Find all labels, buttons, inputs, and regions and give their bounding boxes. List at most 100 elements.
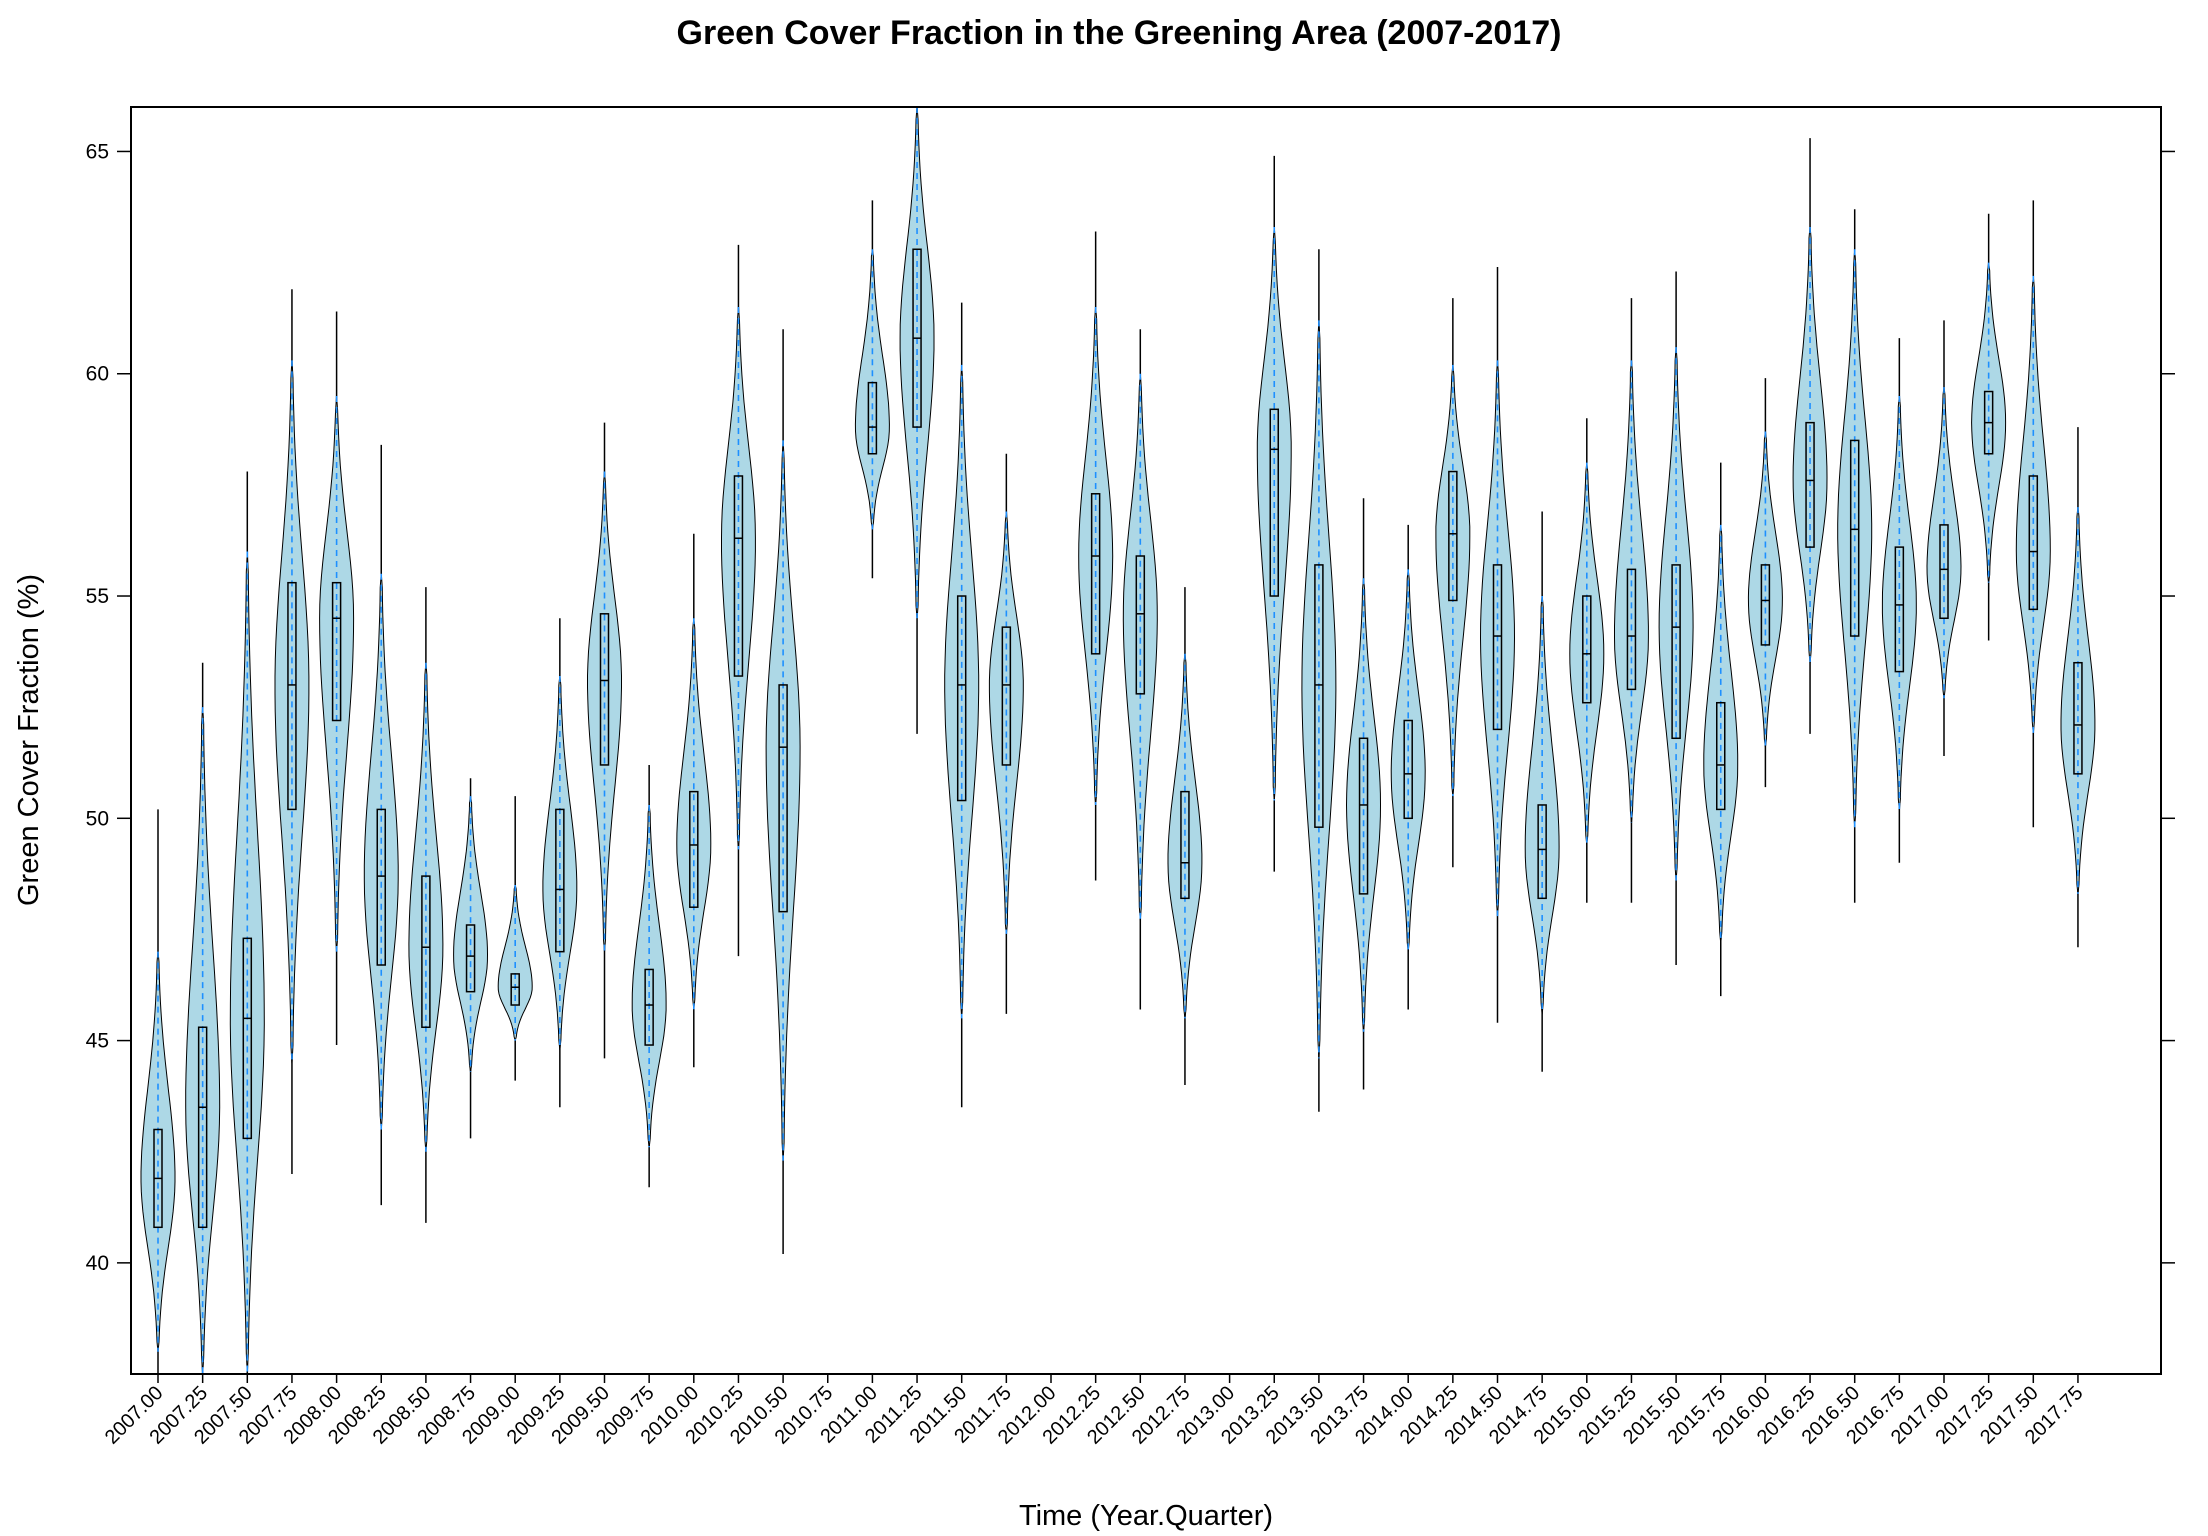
violin-2016.25 <box>1792 138 1828 734</box>
violin-body <box>854 249 890 530</box>
violin-body <box>1792 226 1828 664</box>
violin-2008.25 <box>363 444 399 1206</box>
violin-2008.75 <box>453 778 489 1139</box>
violin-box <box>1492 564 1503 731</box>
violin-2015.25 <box>1614 298 1649 903</box>
violin-body <box>2060 506 2096 895</box>
violin-box <box>1939 524 1949 619</box>
violin-2010.25 <box>721 244 756 957</box>
violin-box <box>867 381 878 455</box>
violin-2011.75 <box>988 453 1024 1014</box>
violins-group <box>140 106 2096 1375</box>
violin-box <box>1849 439 1860 637</box>
violin-2009.00 <box>497 796 533 1081</box>
y-tick-label: 40 <box>86 1252 109 1275</box>
violin-2015.50 <box>1658 271 1694 966</box>
y-tick-label: 45 <box>86 1030 109 1053</box>
y-axis-label: Green Cover Fraction (%) <box>13 574 45 906</box>
violin-box <box>1090 493 1101 655</box>
violin-2016.75 <box>1881 338 1917 863</box>
violin-body <box>2015 275 2051 734</box>
violin-box <box>956 595 967 802</box>
violin-2014.75 <box>1524 511 1560 1072</box>
violin-2014.25 <box>1435 298 1471 868</box>
y-tick-label: 60 <box>86 363 109 386</box>
violin-box <box>1448 470 1458 602</box>
violin-2012.50 <box>1122 329 1158 1010</box>
violin-box <box>1805 421 1815 548</box>
violin-box <box>510 973 520 1006</box>
violin-2007.75 <box>274 289 310 1174</box>
violin-2012.75 <box>1167 587 1203 1086</box>
violin-box <box>287 581 297 811</box>
violin-2015.75 <box>1703 462 1739 997</box>
x-axis-label: Time (Year.Quarter) <box>1019 1500 1273 1532</box>
violin-2013.25 <box>1256 155 1292 872</box>
violin-box <box>421 875 431 1028</box>
violin-body <box>944 364 980 1019</box>
x-axis: 2007.002007.252007.502007.752008.002008.… <box>101 1374 2087 1449</box>
violin-body <box>274 359 310 1064</box>
violin-box <box>1180 790 1190 900</box>
violin-2010.50 <box>765 329 801 1254</box>
plot-frame <box>130 106 2162 1375</box>
violin-2017.50 <box>2015 200 2051 828</box>
violin-2013.50 <box>1301 249 1337 1112</box>
violin-2017.25 <box>1971 213 2007 641</box>
violin-2007.00 <box>140 809 176 1374</box>
violin-2017.75 <box>2060 427 2096 948</box>
violin-2015.00 <box>1569 418 1605 903</box>
violin-2008.50 <box>408 587 444 1223</box>
violin-box <box>1358 737 1369 895</box>
y-axis: 40 45 50 55 60 65 <box>86 140 2175 1275</box>
chart-title: Green Cover Fraction in the Greening Are… <box>677 14 1562 52</box>
violin-body <box>1167 653 1203 1019</box>
violin-box <box>2073 661 2083 775</box>
violin-box <box>1537 804 1547 900</box>
violin-box <box>1671 564 1681 740</box>
violin-box <box>1403 719 1413 820</box>
violin-body <box>631 804 667 1148</box>
violin-box <box>242 937 253 1140</box>
violin-box <box>1001 626 1012 766</box>
violin-body <box>1881 395 1917 810</box>
violin-2009.75 <box>631 764 667 1188</box>
violin-2007.25 <box>185 662 221 1375</box>
violin-box <box>644 968 654 1046</box>
violin-body <box>1122 373 1158 921</box>
violin-body <box>676 618 712 1010</box>
violin-2016.50 <box>1837 209 1873 903</box>
violin-box <box>2028 475 2039 611</box>
violin-box <box>1582 595 1592 704</box>
violin-body <box>765 440 801 1161</box>
violin-box <box>1894 546 1905 673</box>
violin-2009.25 <box>542 618 578 1108</box>
violin-2011.50 <box>944 302 980 1108</box>
violin-body <box>587 471 622 952</box>
violin-2007.50 <box>229 471 265 1375</box>
violin-box <box>1716 701 1726 811</box>
violin-2009.50 <box>587 422 622 1059</box>
violin-body <box>1301 320 1337 1059</box>
violin-body <box>542 675 578 1050</box>
violin-box <box>733 475 744 677</box>
violin-2011.00 <box>854 200 890 579</box>
violin-box <box>555 808 565 953</box>
violin-box <box>1760 564 1771 646</box>
violin-box <box>197 1026 208 1229</box>
y-tick-label: 50 <box>86 807 109 830</box>
violin-box <box>1269 408 1279 597</box>
violin-2014.50 <box>1479 267 1516 1023</box>
violin-2011.25 <box>899 106 935 734</box>
violin-box <box>1314 564 1324 828</box>
violin-box <box>376 808 386 966</box>
violin-2012.25 <box>1078 231 1114 881</box>
violin-2013.75 <box>1345 498 1382 1090</box>
violin-box <box>1626 568 1637 691</box>
violin-box <box>778 684 788 913</box>
violin-2014.00 <box>1390 524 1426 1010</box>
violin-2008.00 <box>319 311 355 1046</box>
violin-box <box>465 924 476 993</box>
violin-box <box>689 790 699 908</box>
